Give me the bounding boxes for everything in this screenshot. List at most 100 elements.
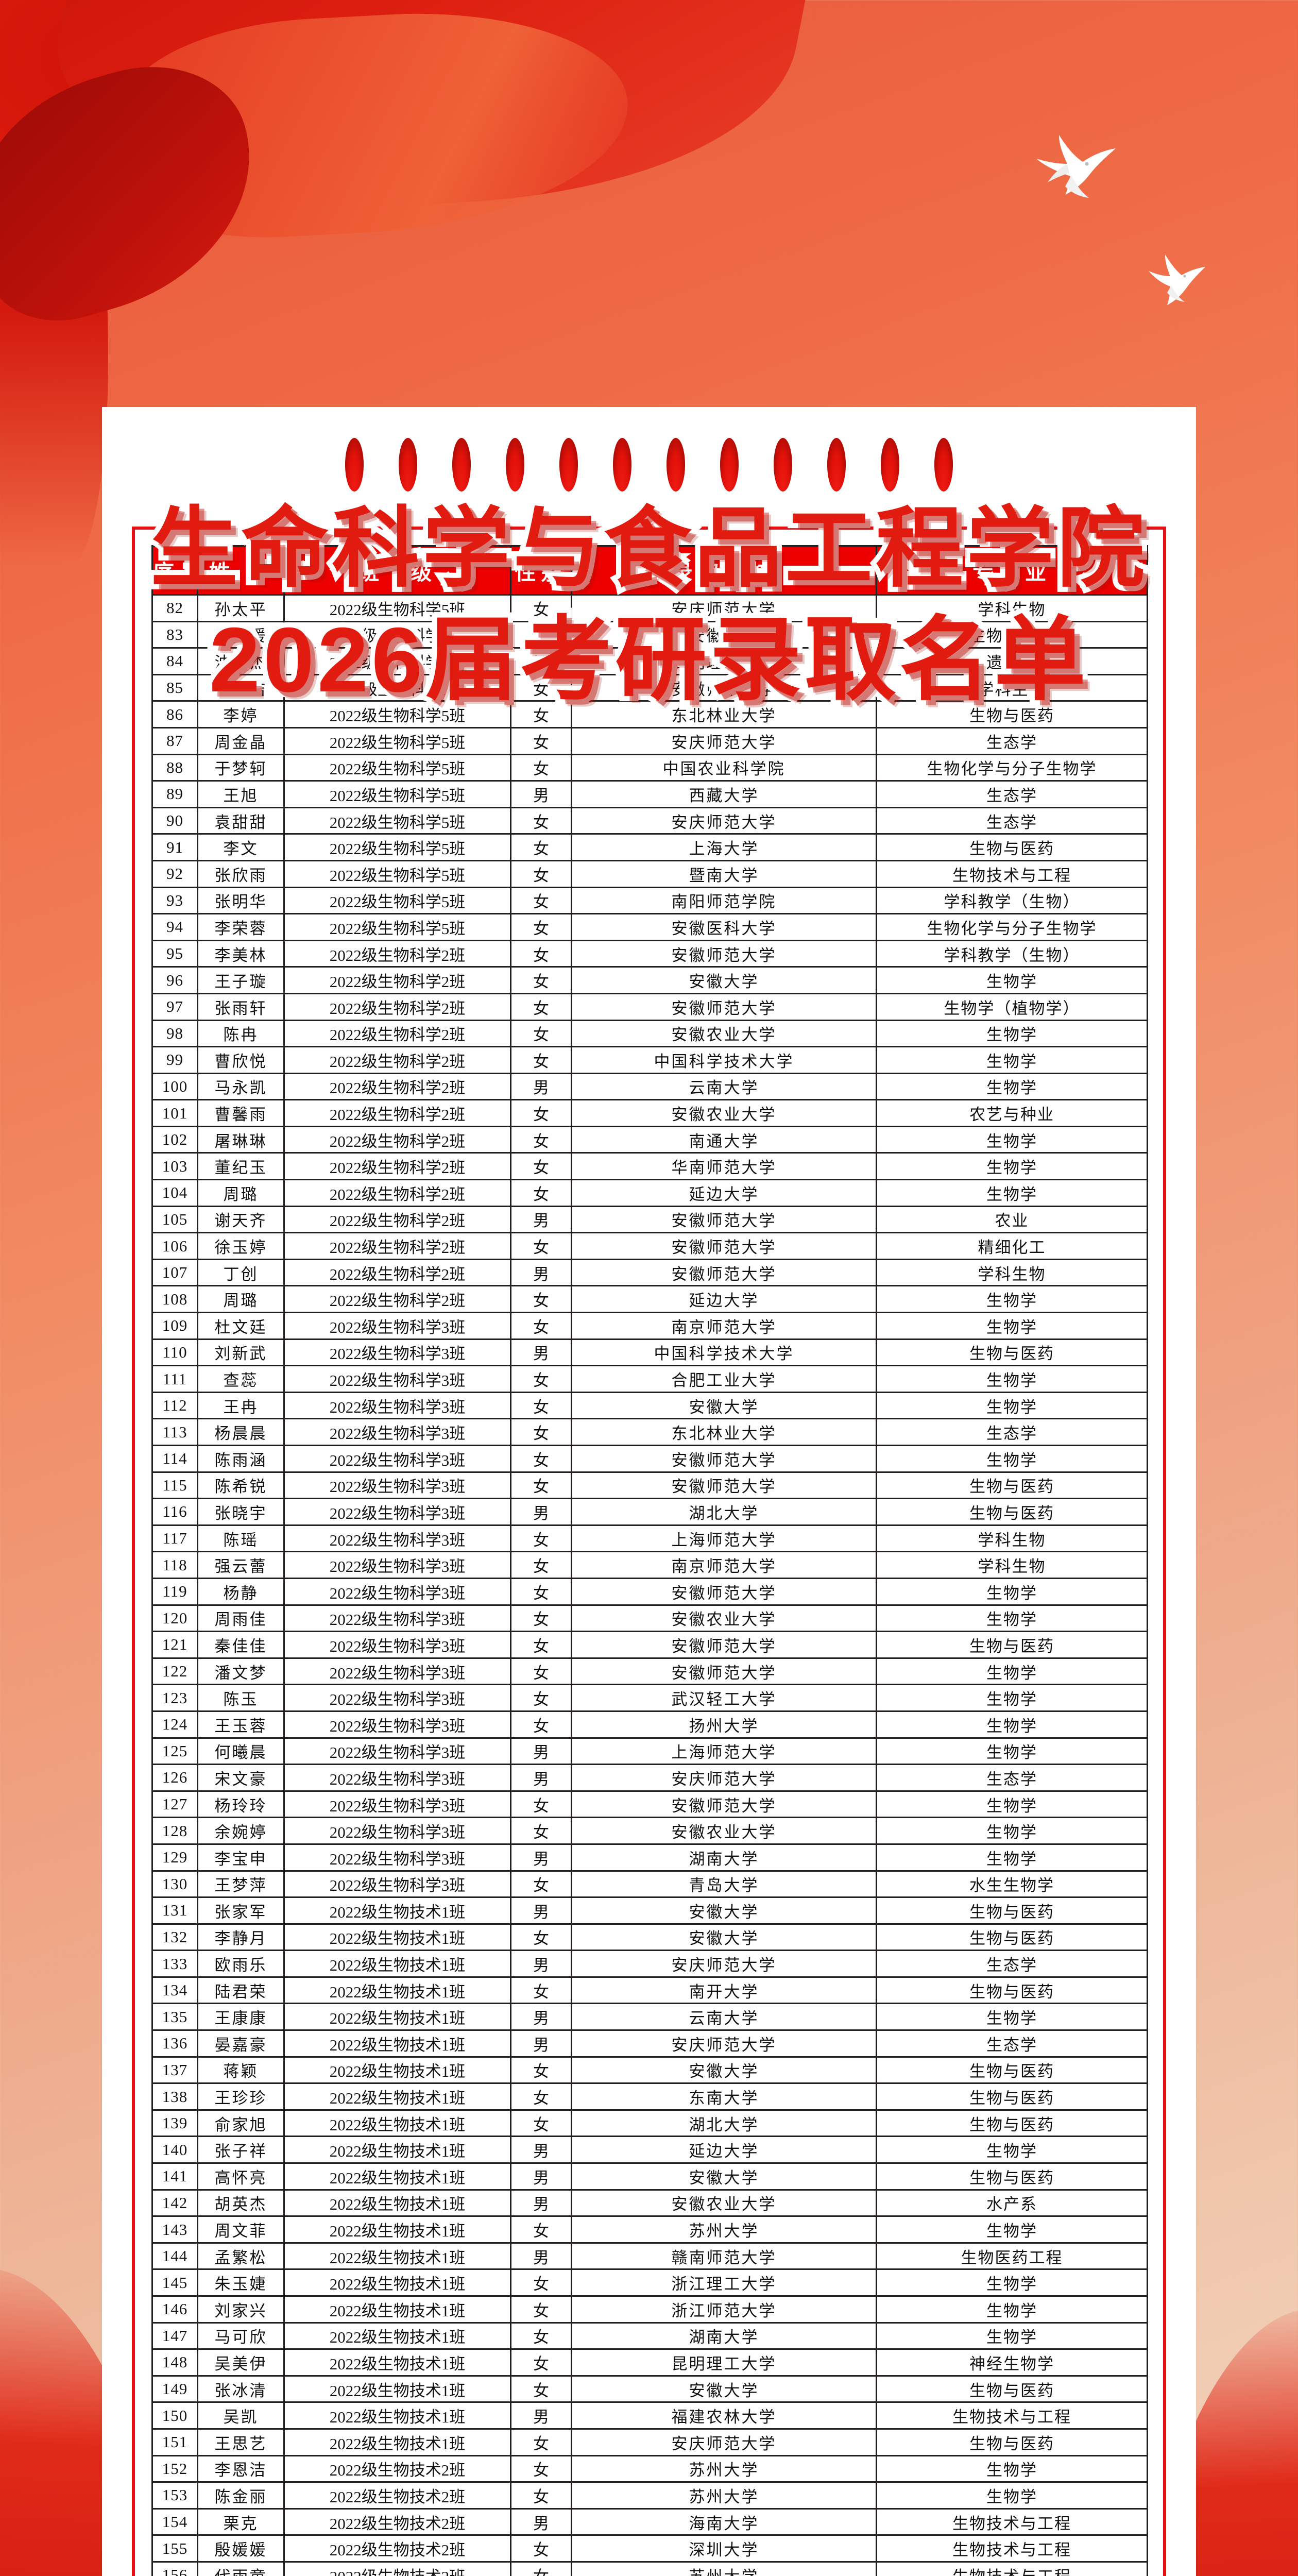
table-row: 97 张雨轩 2022级生物科学2班女安徽师范大学 生物学（植物学）	[151, 992, 1148, 1021]
cell-gender: 女	[510, 1418, 572, 1446]
cell-gender: 女	[510, 1577, 572, 1606]
cell-university: 云南大学	[571, 2003, 877, 2031]
cell-index: 114	[151, 1445, 198, 1473]
cell-gender: 女	[510, 2348, 572, 2377]
cell-name: 朱玉婕	[197, 2268, 285, 2297]
cell-class: 2022级生物技术1班	[283, 1950, 511, 1978]
admission-roster-table: 序号 姓 名 班 级 性别 录取院校 专 业 82孙太平2022级生物科学5班女…	[151, 545, 1148, 2576]
cell-class: 2022级生物技术1班	[283, 2109, 511, 2138]
cell-index: 92	[151, 859, 198, 888]
table-row: 120 周雨佳 2022级生物科学3班女安徽农业大学 生物学	[151, 1604, 1148, 1633]
table-row: 146 刘家兴 2022级生物技术1班女浙江师范大学 生物学	[151, 2295, 1148, 2324]
decorative-dot	[506, 438, 524, 492]
table-row: 110 刘新武 2022级生物科学3班男中国科学技术大学 生物与医药	[151, 1338, 1148, 1367]
col-header-gender: 性别	[510, 545, 572, 596]
cell-name: 马可欣	[197, 2321, 285, 2350]
cell-university: 西藏大学	[571, 780, 877, 808]
table-row: 151 王思艺 2022级生物技术1班女安庆师范大学 生物与医药	[151, 2428, 1148, 2456]
table-row: 108 周璐 2022级生物科学2班女延边大学 生物学	[151, 1285, 1148, 1314]
cell-gender: 女	[510, 620, 572, 649]
poster-title: 生命科学与食品工程学院 2026届考研录取名单	[0, 500, 1298, 711]
cell-university: 安徽师范大学	[571, 992, 877, 1021]
cell-university: 安徽农业大学	[571, 2189, 877, 2217]
table-row: 147 马可欣 2022级生物技术1班女湖南大学 生物学	[151, 2321, 1148, 2350]
cell-university: 湖北大学	[571, 2109, 877, 2138]
cell-name: 刘新武	[197, 1338, 285, 1367]
cell-major: 生物与医药	[876, 620, 1148, 649]
cell-class: 2022级生物科学3班	[283, 1391, 511, 1420]
cell-name: 陈雨涵	[197, 1445, 285, 1473]
cell-gender: 女	[510, 1524, 572, 1553]
cell-name: 李恩洁	[197, 2454, 285, 2483]
cell-university: 中国科学技术大学	[571, 1338, 877, 1367]
cell-index: 101	[151, 1099, 198, 1127]
cell-major: 生物学	[876, 2481, 1148, 2510]
cell-name: 陈冉	[197, 1019, 285, 1048]
cell-gender: 女	[510, 806, 572, 835]
cell-major: 学科教学（生物）	[876, 939, 1148, 968]
cell-gender: 女	[510, 2215, 572, 2244]
cell-gender: 男	[510, 1843, 572, 1872]
cell-university: 上海大学	[571, 833, 877, 861]
cell-class: 2022级生物科学2班	[283, 1285, 511, 1314]
cell-class: 2022级生物技术1班	[283, 2375, 511, 2403]
cell-index: 95	[151, 939, 198, 968]
col-header-name: 姓 名	[197, 545, 285, 596]
cell-major: 遗传学	[876, 647, 1148, 675]
table-row: 98 陈冉 2022级生物科学2班女安徽农业大学 生物学	[151, 1019, 1148, 1048]
cell-university: 南开大学	[571, 1976, 877, 2005]
cell-name: 秦佳佳	[197, 1631, 285, 1659]
cell-class: 2022级生物科学5班	[283, 673, 511, 702]
cell-class: 2022级生物技术2班	[283, 2561, 511, 2576]
cell-major: 生物学（植物学）	[876, 992, 1148, 1021]
cell-class: 2022级生物科学5班	[283, 833, 511, 861]
cell-major: 生物学	[876, 1843, 1148, 1872]
table-row: 123 陈玉 2022级生物科学3班女武汉轻工大学 生物学	[151, 1684, 1148, 1712]
roster-table-body: 82 孙太平 2022级生物科学5班女安庆师范大学 学科生物 83 马梦媛 2022级生物科…	[151, 594, 1148, 2576]
ribbon-top-wave	[31, 0, 824, 230]
col-header-university: 录取院校	[571, 545, 877, 596]
cell-gender: 男	[510, 780, 572, 808]
cell-class: 2022级生物科学2班	[283, 1179, 511, 1207]
cell-university: 昆明理工大学	[571, 2348, 877, 2377]
decorative-dot	[667, 438, 685, 492]
cell-university: 苏州大学	[571, 2215, 877, 2244]
cell-index: 109	[151, 1312, 198, 1340]
cell-name: 周文菲	[197, 2215, 285, 2244]
col-header-class: 班 级	[283, 545, 511, 596]
cell-class: 2022级生物科学3班	[283, 1657, 511, 1686]
cell-index: 148	[151, 2348, 198, 2377]
cell-university: 安徽大学	[571, 1896, 877, 1925]
table-row: 132 李静月 2022级生物技术1班女安徽大学 生物与医药	[151, 1923, 1148, 1952]
cell-class: 2022级生物科学3班	[283, 1604, 511, 1633]
cell-major: 生物技术与工程	[876, 859, 1148, 888]
cell-major: 生物学	[876, 2268, 1148, 2297]
cell-index: 138	[151, 2082, 198, 2111]
cell-class: 2022级生物科学3班	[283, 1524, 511, 1553]
table-row: 131 张家军 2022级生物技术1班男安徽大学 生物与医药	[151, 1896, 1148, 1925]
cell-major: 生物与医药	[876, 1923, 1148, 1952]
cell-university: 安徽农业大学	[571, 1604, 877, 1633]
cell-class: 2022级生物科学3班	[283, 1790, 511, 1819]
cell-index: 139	[151, 2109, 198, 2138]
cell-major: 生物与医药	[876, 2375, 1148, 2403]
cell-major: 生物与医药	[876, 2082, 1148, 2111]
cell-class: 2022级生物技术1班	[283, 1923, 511, 1952]
cell-major: 神经生物学	[876, 2348, 1148, 2377]
cell-major: 生物学	[876, 1285, 1148, 1314]
title-line-1: 生命科学与食品工程学院	[145, 500, 1150, 598]
decorative-dot	[774, 438, 792, 492]
cell-major: 学科生物	[876, 1258, 1148, 1287]
decorative-dot	[720, 438, 739, 492]
cell-gender: 男	[510, 1338, 572, 1367]
cell-gender: 男	[510, 1737, 572, 1766]
table-row: 137 蒋颖 2022级生物技术1班女安徽大学 生物与医药	[151, 2056, 1148, 2084]
cell-university: 南通大学	[571, 1125, 877, 1154]
cell-university: 武汉轻工大学	[571, 1684, 877, 1712]
cell-gender: 女	[510, 2428, 572, 2456]
cell-name: 张子祥	[197, 2136, 285, 2164]
cell-university: 安徽师范大学	[571, 1790, 877, 1819]
cell-major: 生物学	[876, 1604, 1148, 1633]
cell-index: 133	[151, 1950, 198, 1978]
table-row: 114 陈雨涵 2022级生物科学3班女安徽师范大学 生物学	[151, 1445, 1148, 1473]
